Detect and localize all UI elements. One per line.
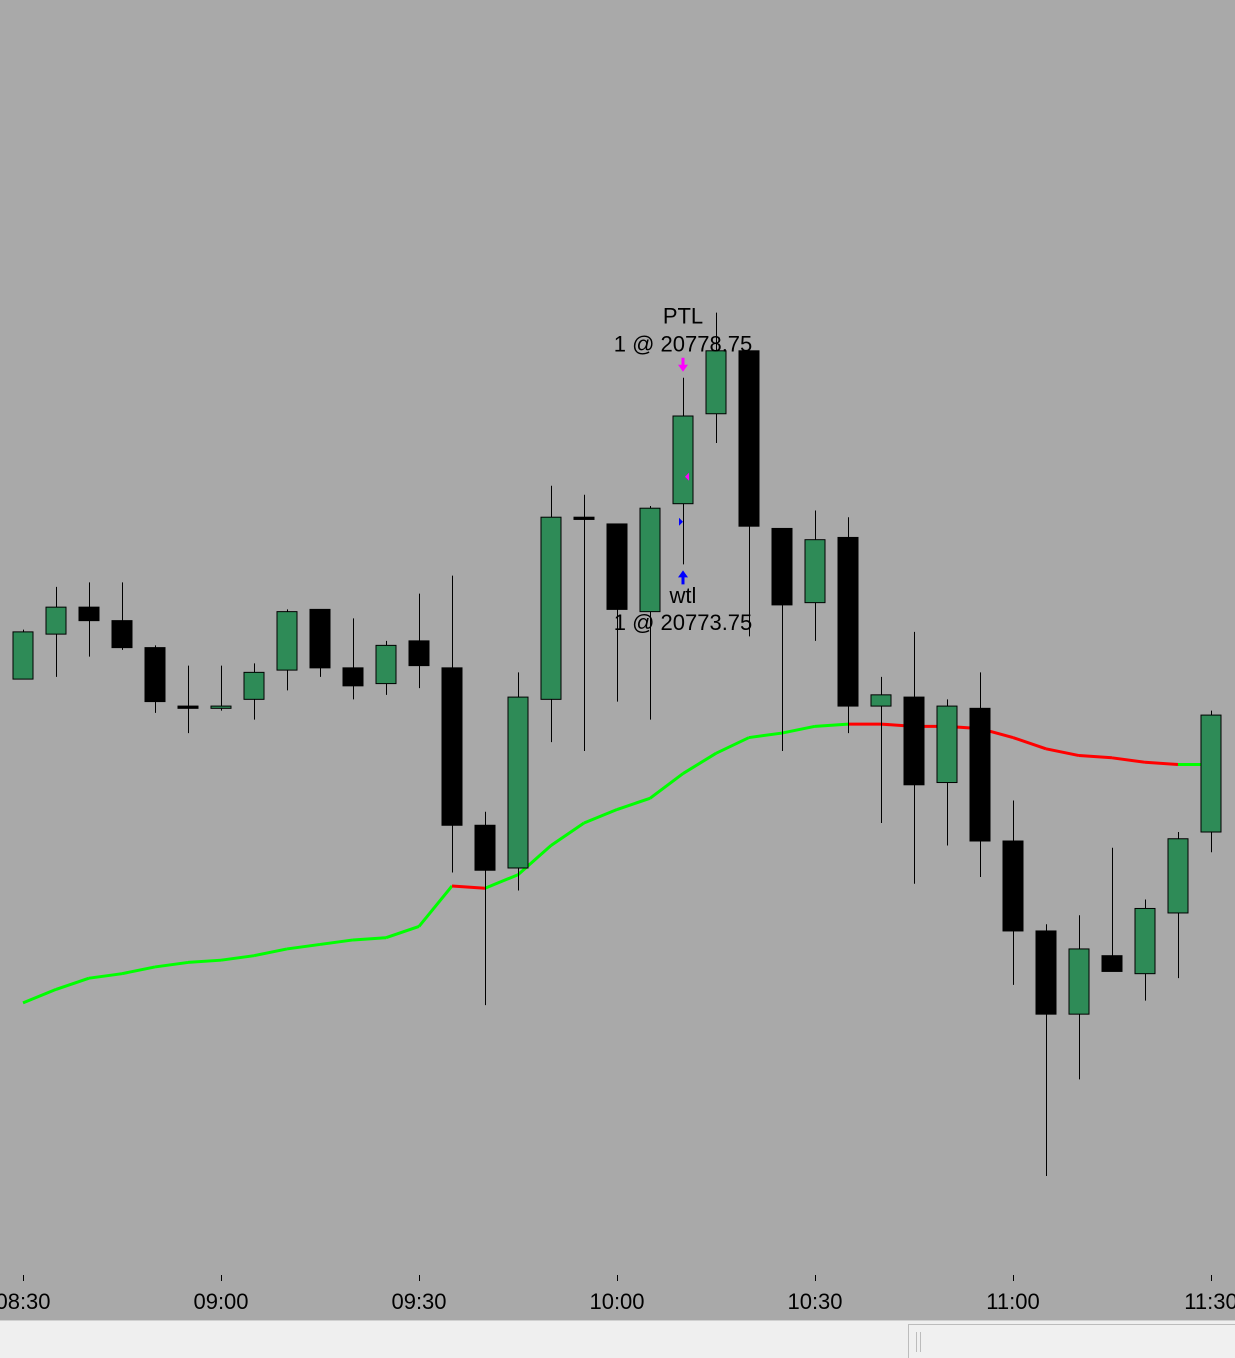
line-segment: [583, 808, 618, 825]
line-segment: [417, 885, 454, 928]
candle-body: [804, 539, 826, 604]
scrollbar[interactable]: [0, 1320, 1235, 1358]
trade-marker: [679, 517, 683, 526]
trade-arrow: [678, 357, 688, 372]
line-segment: [814, 722, 849, 728]
candle-body: [507, 696, 529, 869]
candle-body: [309, 608, 331, 669]
line-segment: [517, 844, 552, 876]
line-segment: [352, 936, 387, 942]
line-segment: [649, 772, 684, 800]
x-tick-label: 11:00: [986, 1289, 1039, 1314]
candle-body: [540, 516, 562, 700]
x-tick-label: 08:30: [0, 1289, 51, 1314]
line-segment: [121, 965, 156, 976]
candle-body: [870, 694, 892, 707]
line-segment: [715, 736, 750, 755]
line-segment: [1078, 754, 1113, 760]
candle-body: [1134, 907, 1156, 975]
trade-marker: [685, 472, 689, 481]
candle-body: [936, 705, 958, 784]
line-segment: [1045, 747, 1080, 758]
candle-body: [573, 516, 595, 520]
line-segment: [187, 958, 222, 964]
candle-body: [1167, 838, 1189, 914]
candle-body: [903, 696, 925, 786]
line-segment: [1012, 736, 1047, 751]
candle-body: [144, 647, 166, 703]
candle-body: [111, 620, 133, 649]
trade-label: 1 @ 20773.75: [614, 610, 753, 635]
x-tick-label: 10:30: [787, 1289, 842, 1314]
candle-body: [276, 611, 298, 671]
x-tick-label: 09:30: [391, 1289, 446, 1314]
line-segment: [319, 938, 354, 946]
x-tick-label: 10:00: [589, 1289, 644, 1314]
candle-body: [969, 707, 991, 842]
line-segment: [484, 873, 519, 890]
candle-body: [771, 527, 793, 606]
trade-name: PTL: [663, 304, 703, 329]
candle-body: [1101, 955, 1123, 972]
candle-body: [408, 640, 430, 667]
x-tick-label: 11:30: [1184, 1289, 1235, 1314]
candle-body: [738, 350, 760, 527]
candle-body: [606, 523, 628, 610]
line-segment: [1111, 756, 1146, 764]
candle-body: [1068, 948, 1090, 1015]
x-tick-label: 09:00: [193, 1289, 248, 1314]
line-segment: [286, 942, 321, 951]
line-segment: [22, 988, 57, 1005]
line-segment: [385, 925, 420, 940]
candle-body: [45, 606, 67, 635]
line-segment: [154, 960, 189, 969]
line-segment: [682, 752, 717, 775]
candle-body: [210, 705, 232, 709]
candle-body: [837, 536, 859, 707]
candle-body: [1035, 930, 1057, 1015]
trade-label: 1 @ 20778.75: [614, 332, 753, 357]
candle-body: [639, 507, 661, 613]
candle-body: [672, 415, 694, 505]
candle-body: [705, 350, 727, 415]
scrollbar-thumb[interactable]: [908, 1324, 1235, 1358]
trade-name: wtl: [669, 583, 697, 608]
line-segment: [55, 976, 90, 991]
line-segment: [451, 884, 486, 890]
line-segment: [253, 947, 288, 958]
candle-body: [1002, 840, 1024, 932]
candle-body: [474, 824, 496, 871]
line-segment: [220, 954, 255, 962]
trade-arrow: [678, 570, 688, 585]
candle-body: [12, 631, 34, 680]
line-segment: [1144, 760, 1179, 767]
line-segment: [88, 972, 123, 980]
candle-body: [78, 606, 100, 622]
candle-body: [342, 667, 364, 687]
line-segment: [748, 731, 783, 740]
candle-body: [177, 705, 199, 709]
candle-body: [1200, 714, 1222, 833]
candle-body: [243, 671, 265, 700]
candle-body: [375, 644, 397, 685]
line-segment: [781, 724, 816, 735]
candle-body: [441, 667, 463, 826]
line-segment: [550, 821, 585, 847]
line-segment: [616, 796, 651, 811]
